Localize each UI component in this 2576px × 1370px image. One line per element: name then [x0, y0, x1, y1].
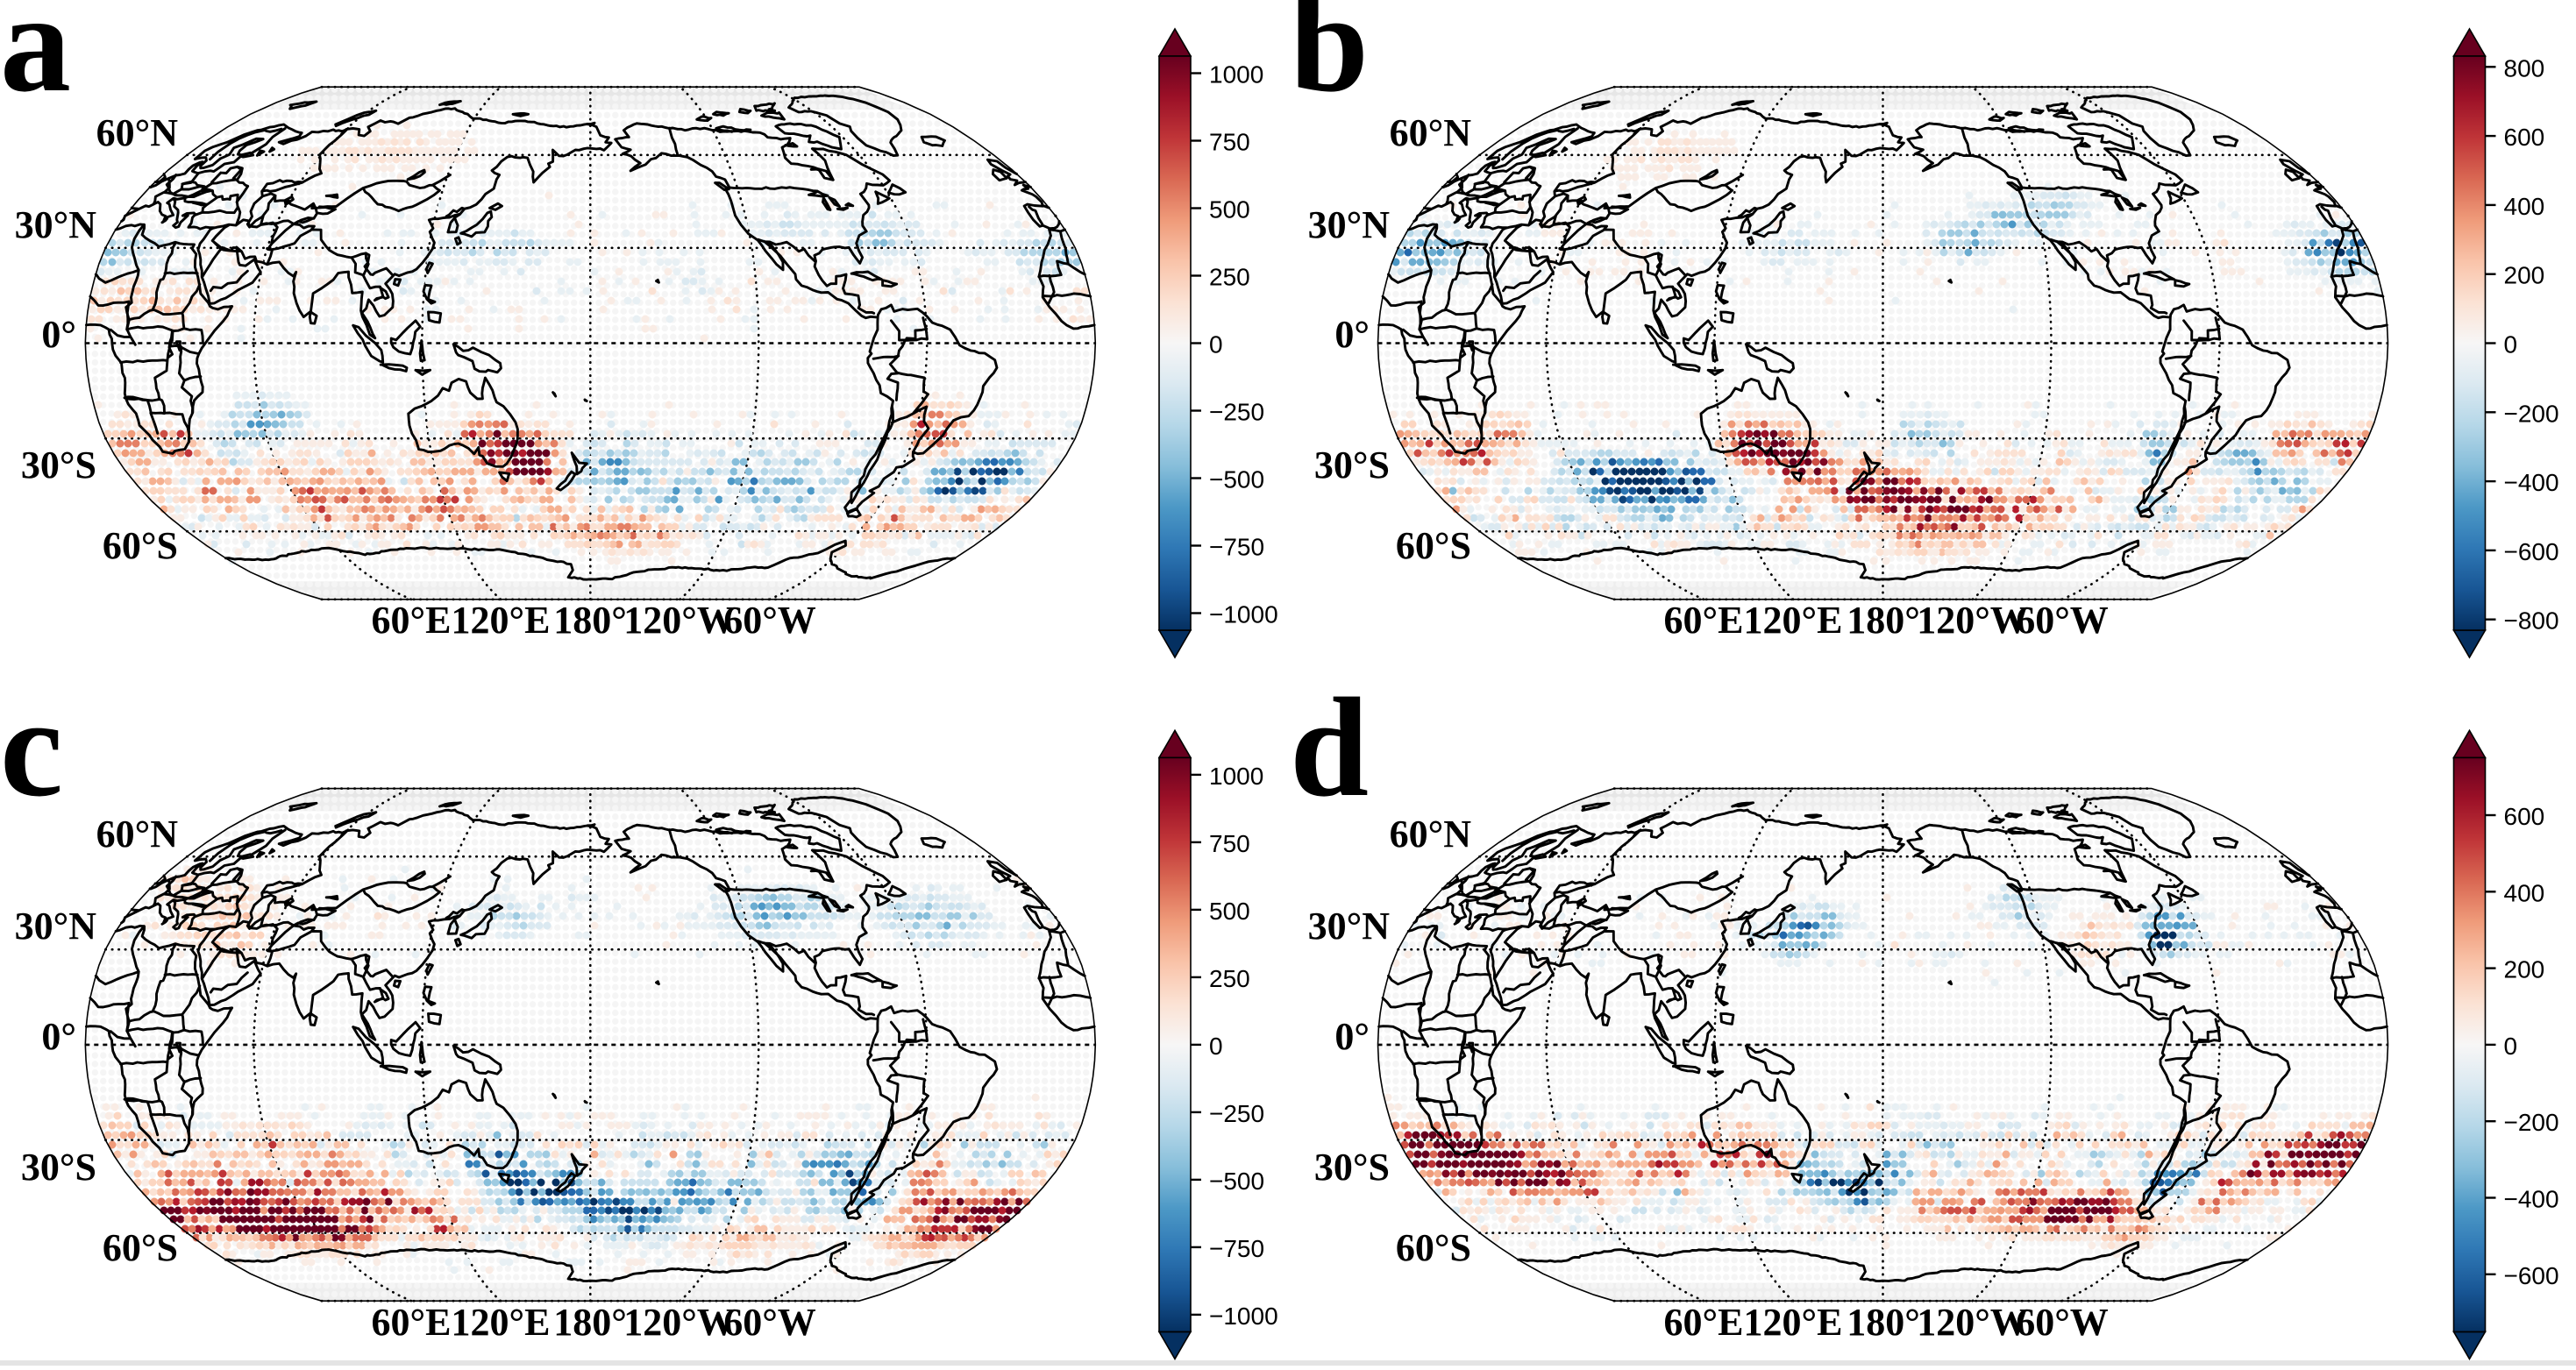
- svg-text:0: 0: [2504, 1033, 2518, 1060]
- svg-text:180°: 180°: [553, 599, 627, 642]
- svg-text:250: 250: [1209, 965, 1250, 992]
- svg-text:30°N: 30°N: [15, 905, 97, 948]
- svg-text:0°: 0°: [1334, 1015, 1370, 1058]
- svg-text:120°W: 120°W: [1917, 1301, 2029, 1344]
- svg-text:0: 0: [1209, 1033, 1223, 1060]
- svg-text:0: 0: [1209, 331, 1223, 358]
- svg-text:a: a: [0, 0, 71, 122]
- svg-text:30°S: 30°S: [21, 1146, 96, 1189]
- svg-text:60°N: 60°N: [1390, 813, 1472, 855]
- svg-text:−250: −250: [1209, 399, 1264, 426]
- svg-text:−200: −200: [2504, 400, 2559, 427]
- svg-text:30°N: 30°N: [1308, 905, 1391, 948]
- svg-text:180°: 180°: [553, 1301, 627, 1344]
- svg-text:120°W: 120°W: [623, 599, 736, 642]
- svg-text:60°W: 60°W: [2016, 1301, 2109, 1344]
- svg-text:−600: −600: [2504, 538, 2559, 565]
- svg-text:500: 500: [1209, 196, 1250, 224]
- svg-text:120°E: 120°E: [1744, 599, 1843, 642]
- svg-text:−750: −750: [1209, 534, 1264, 561]
- svg-text:0: 0: [2504, 331, 2518, 358]
- svg-text:0°: 0°: [41, 1015, 76, 1058]
- svg-text:180°: 180°: [1847, 599, 1920, 642]
- svg-text:60°W: 60°W: [723, 1301, 816, 1344]
- svg-text:750: 750: [1209, 830, 1250, 857]
- svg-text:120°E: 120°E: [1744, 1301, 1843, 1344]
- svg-text:−500: −500: [1209, 466, 1264, 493]
- svg-text:250: 250: [1209, 264, 1250, 291]
- svg-text:60°E: 60°E: [1664, 1301, 1744, 1344]
- svg-text:200: 200: [2504, 956, 2545, 983]
- svg-text:−400: −400: [2504, 469, 2559, 496]
- svg-text:180°: 180°: [1847, 1301, 1920, 1344]
- svg-text:600: 600: [2504, 803, 2545, 830]
- svg-text:−1000: −1000: [1209, 1303, 1278, 1330]
- svg-text:60°S: 60°S: [103, 524, 178, 567]
- svg-text:b: b: [1290, 0, 1369, 122]
- svg-text:120°W: 120°W: [623, 1301, 736, 1344]
- svg-text:1000: 1000: [1209, 61, 1263, 89]
- svg-text:c: c: [0, 670, 63, 827]
- svg-text:60°N: 60°N: [96, 813, 179, 855]
- svg-text:30°S: 30°S: [1314, 444, 1390, 486]
- svg-text:−750: −750: [1209, 1235, 1264, 1262]
- svg-text:120°E: 120°E: [452, 1301, 551, 1344]
- svg-text:600: 600: [2504, 124, 2545, 151]
- svg-text:800: 800: [2504, 54, 2545, 82]
- svg-text:30°N: 30°N: [15, 203, 97, 246]
- svg-text:−800: −800: [2504, 607, 2559, 635]
- svg-text:120°E: 120°E: [452, 599, 551, 642]
- svg-text:−500: −500: [1209, 1168, 1264, 1195]
- svg-text:60°E: 60°E: [372, 599, 452, 642]
- svg-text:30°N: 30°N: [1308, 203, 1391, 246]
- svg-text:−600: −600: [2504, 1262, 2559, 1289]
- svg-text:60°S: 60°S: [1396, 524, 1471, 567]
- svg-text:200: 200: [2504, 262, 2545, 289]
- svg-text:60°N: 60°N: [1390, 111, 1472, 154]
- svg-text:60°W: 60°W: [2016, 599, 2109, 642]
- svg-text:400: 400: [2504, 879, 2545, 906]
- svg-text:60°S: 60°S: [103, 1226, 178, 1269]
- svg-text:500: 500: [1209, 898, 1250, 925]
- svg-text:60°S: 60°S: [1396, 1226, 1471, 1269]
- svg-text:60°W: 60°W: [723, 599, 816, 642]
- svg-text:60°N: 60°N: [96, 111, 179, 154]
- svg-text:d: d: [1290, 670, 1369, 827]
- svg-text:30°S: 30°S: [1314, 1146, 1390, 1189]
- svg-text:30°S: 30°S: [21, 444, 96, 486]
- svg-text:120°W: 120°W: [1917, 599, 2029, 642]
- svg-text:−250: −250: [1209, 1100, 1264, 1127]
- svg-text:−1000: −1000: [1209, 601, 1278, 628]
- svg-text:0°: 0°: [41, 313, 76, 356]
- svg-text:750: 750: [1209, 129, 1250, 156]
- svg-text:400: 400: [2504, 193, 2545, 220]
- svg-text:−200: −200: [2504, 1109, 2559, 1136]
- svg-text:60°E: 60°E: [372, 1301, 452, 1344]
- svg-text:−400: −400: [2504, 1186, 2559, 1213]
- svg-text:1000: 1000: [1209, 763, 1263, 790]
- svg-text:0°: 0°: [1334, 313, 1370, 356]
- svg-text:60°E: 60°E: [1664, 599, 1744, 642]
